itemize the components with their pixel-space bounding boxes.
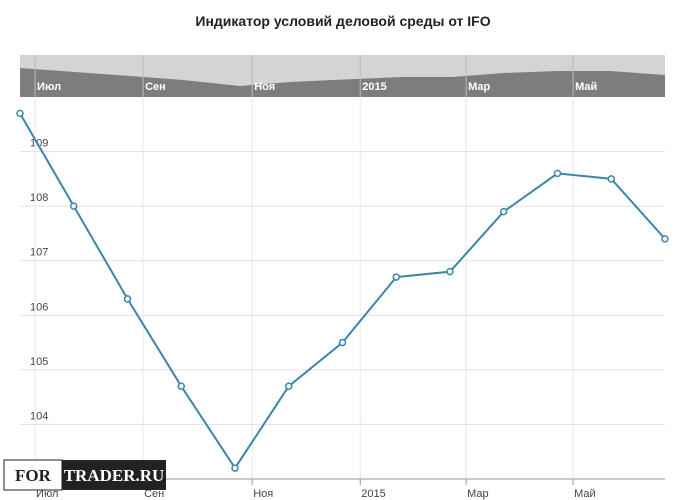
y-tick-label: 104 [30,410,48,422]
point [285,382,293,390]
navigator-label: Мар [468,81,490,93]
x-tick-label: Сен [144,488,164,500]
navigator-area [20,68,665,97]
point [446,267,454,276]
x-tick-label: 2015 [361,488,385,500]
watermark: FOR TRADER.RU [3,459,166,491]
navigator-label: Сен [145,81,166,93]
chart-title: Индикатор условий деловой среды от IFO [195,13,490,29]
watermark-box [3,459,63,491]
navigator-labels: Июл Сен Ноя 2015 Мар Май [34,55,597,97]
x-tick-label: Мар [467,488,489,500]
point [392,273,400,281]
navigator-label: Май [575,81,597,93]
point [16,109,24,118]
navigator-label: Июл [37,81,61,93]
watermark-box [62,460,166,490]
y-tick-label: 106 [30,301,48,313]
point [607,175,615,183]
x-tick-label: Ноя [253,488,273,500]
y-tick-label: 105 [30,356,48,368]
point [338,338,347,347]
navigator-label: 2015 [362,81,386,93]
y-tick-label: 107 [30,247,48,259]
x-tick-label: Июл [36,488,58,500]
x-tick-label: Май [574,488,596,500]
watermark-text: TRADER.RU [64,466,165,485]
watermark-text: FOR [15,466,52,485]
point [177,382,185,390]
y-tick-label: 108 [30,192,48,204]
point [500,207,508,216]
navigator-label: Ноя [254,81,275,93]
point [231,464,239,472]
point [70,202,78,210]
point [661,235,669,243]
point [123,295,132,303]
point [553,169,562,178]
